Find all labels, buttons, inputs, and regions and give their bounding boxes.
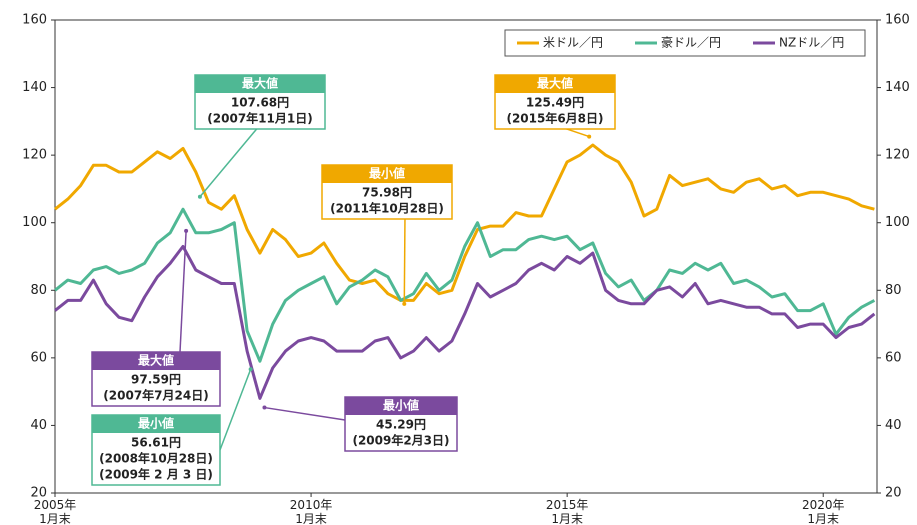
annotation-title: 最大値 — [242, 76, 278, 91]
x-tick-label: 2010年 1月末 — [290, 498, 333, 525]
annotation-date: (2008年10月28日) — [99, 451, 213, 466]
x-tick-label-line: 1月末 — [551, 512, 583, 525]
x-tick-label: 2015年 1月末 — [546, 498, 589, 525]
annotation-title: 最小値 — [138, 416, 174, 431]
y2-tick-label: 120 — [885, 148, 910, 163]
y-tick-label: 80 — [30, 283, 47, 298]
annotation-point — [197, 194, 202, 199]
x-tick-label: 2005年 1月末 — [34, 498, 77, 525]
annotation-value: 45.29円 — [376, 418, 426, 432]
annotation-title: 最小値 — [383, 398, 419, 413]
y-tick-label: 40 — [30, 418, 47, 433]
annotation-point — [587, 134, 592, 139]
series-line — [54, 143, 875, 302]
legend-box — [504, 29, 866, 57]
annotation-date: (2009年2月3日) — [352, 433, 449, 448]
y2-tick-label: 60 — [885, 350, 902, 365]
annotation-title: 最大値 — [138, 353, 174, 368]
annotation-header — [195, 75, 325, 93]
x-tick-label-line: 2015年 — [546, 498, 589, 512]
annotation-header — [495, 75, 615, 93]
annotation-header — [322, 165, 452, 183]
y2-tick-label: 40 — [885, 418, 902, 433]
x-tick-label-line: 1月末 — [39, 512, 71, 525]
legend-label: NZドル／円 — [779, 36, 844, 50]
annotation-date: (2007年7月24日) — [103, 388, 208, 403]
y2-tick-label: 80 — [885, 283, 902, 298]
y-tick-label: 100 — [22, 215, 47, 230]
annotation-date: (2011年10月28日) — [330, 201, 444, 216]
annotation-point — [184, 228, 189, 233]
annotation-point — [262, 405, 267, 410]
annotation-date: (2009年 2 月 3 日) — [99, 467, 213, 482]
leader-line — [403, 214, 406, 304]
annotation-date: (2015年6月8日) — [506, 111, 603, 126]
leader-line — [179, 230, 187, 353]
plot-frame — [54, 19, 878, 494]
leader-line — [264, 406, 346, 421]
x-tick-label-line: 1月末 — [807, 512, 839, 525]
legend-label: 米ドル／円 — [543, 36, 603, 50]
y-tick-label: 120 — [22, 148, 47, 163]
y-tick-label: 20 — [30, 486, 47, 501]
annotation-value: 107.68円 — [231, 96, 289, 110]
y2-tick-label: 140 — [885, 80, 910, 95]
x-tick-label-line: 2005年 — [34, 498, 77, 512]
y-tick-label: 160 — [22, 13, 47, 28]
annotation-date: (2007年11月1日) — [207, 111, 312, 126]
annotation-point — [402, 301, 407, 306]
x-tick-label-line: 2010年 — [290, 498, 333, 512]
y2-tick-label: 20 — [885, 486, 902, 501]
series-line — [54, 244, 876, 400]
annotation-value: 75.98円 — [362, 186, 412, 200]
x-tick-label-line: 1月末 — [295, 512, 327, 525]
annotation-title: 最大値 — [537, 76, 573, 91]
leader-line — [199, 124, 261, 198]
annotation-header — [92, 352, 220, 370]
annotation-value: 97.59円 — [131, 373, 181, 387]
y2-tick-label: 160 — [885, 13, 910, 28]
annotation-title: 最小値 — [369, 166, 405, 181]
y-tick-label: 60 — [30, 350, 47, 365]
legend-label: 豪ドル／円 — [661, 35, 721, 50]
y2-tick-label: 100 — [885, 215, 910, 230]
x-tick-label: 2020年 1月末 — [802, 498, 845, 525]
y-tick-label: 140 — [22, 80, 47, 95]
annotation-header — [345, 397, 457, 415]
annotation-point — [248, 367, 253, 372]
x-tick-label-line: 2020年 — [802, 498, 845, 512]
annotation-value: 125.49円 — [526, 96, 584, 110]
series-line — [54, 207, 876, 363]
annotation-value: 56.61円 — [131, 436, 181, 450]
annotation-header — [92, 415, 220, 433]
leader-line — [219, 369, 252, 451]
